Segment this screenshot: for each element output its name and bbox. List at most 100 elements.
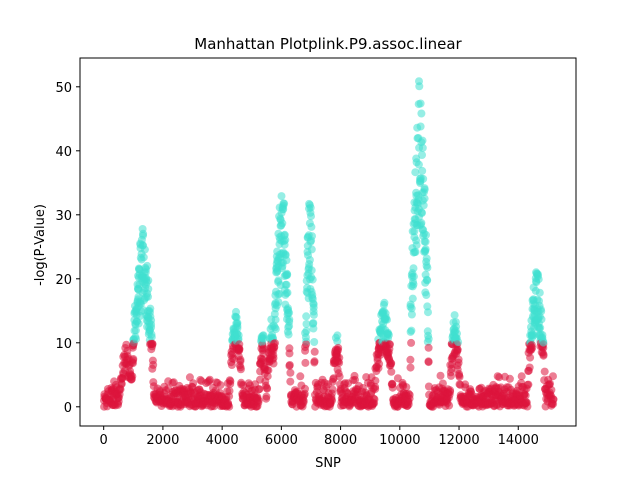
snp-point xyxy=(148,342,157,351)
snp-point xyxy=(285,317,294,326)
snp-point xyxy=(328,396,336,405)
snp-point xyxy=(454,358,463,367)
snp-point xyxy=(285,361,294,370)
snp-point xyxy=(146,308,154,317)
x-tick-label: 10000 xyxy=(379,433,420,448)
snp-point xyxy=(271,339,279,348)
snp-point xyxy=(271,325,280,334)
snp-point xyxy=(302,320,311,328)
snp-point xyxy=(269,359,278,368)
snp-point xyxy=(422,275,431,284)
snp-point xyxy=(380,298,389,307)
snp-point xyxy=(540,367,549,376)
snp-point xyxy=(415,77,423,86)
snp-point xyxy=(259,334,268,343)
snp-point xyxy=(189,379,198,388)
snp-point xyxy=(418,151,426,159)
snp-point xyxy=(307,222,316,231)
snp-point xyxy=(309,307,318,316)
snp-point xyxy=(281,235,290,244)
snp-point xyxy=(254,396,263,405)
snp-point xyxy=(422,230,430,239)
snp-point xyxy=(300,389,309,398)
snp-point xyxy=(453,345,462,354)
snp-point xyxy=(423,263,432,272)
snp-point xyxy=(308,232,316,241)
snp-point xyxy=(410,227,419,236)
snp-point xyxy=(446,387,455,396)
snp-point xyxy=(143,261,152,270)
snp-point xyxy=(302,340,311,349)
snp-point xyxy=(255,385,264,394)
snp-point xyxy=(387,367,396,376)
snp-point xyxy=(424,334,433,343)
snp-point xyxy=(301,358,310,367)
snp-point xyxy=(445,401,454,410)
snp-point xyxy=(140,245,149,254)
snp-point xyxy=(419,174,428,183)
snp-point xyxy=(271,315,280,324)
snp-point xyxy=(131,326,140,335)
snp-point xyxy=(185,373,194,382)
snp-point xyxy=(525,363,534,372)
snp-point xyxy=(409,264,418,273)
snp-point xyxy=(310,358,319,367)
snp-point xyxy=(416,122,425,131)
chart-title: Manhattan Plotplink.P9.assoc.linear xyxy=(194,35,462,53)
snp-point xyxy=(334,343,343,352)
snp-point xyxy=(279,199,288,208)
snp-point xyxy=(450,311,459,320)
snp-point xyxy=(147,320,156,329)
snp-point xyxy=(226,380,235,388)
snp-point xyxy=(407,338,416,347)
snp-point xyxy=(534,275,543,284)
snp-point xyxy=(536,323,545,332)
y-tick-label: 30 xyxy=(55,209,72,224)
snp-point xyxy=(524,380,533,389)
snp-point xyxy=(383,315,391,324)
y-tick-label: 50 xyxy=(55,81,72,96)
snp-point xyxy=(453,329,461,338)
snp-point xyxy=(328,385,337,394)
snp-point xyxy=(144,285,153,293)
snp-point xyxy=(302,327,311,336)
snp-point xyxy=(282,256,291,265)
snp-point xyxy=(418,166,427,175)
snp-point xyxy=(144,292,152,301)
snp-point xyxy=(335,358,344,367)
snp-point xyxy=(412,241,421,250)
snp-point xyxy=(144,276,153,285)
snp-point xyxy=(411,248,420,256)
y-tick-label: 0 xyxy=(64,401,72,416)
snp-point xyxy=(546,379,554,388)
snp-point xyxy=(535,288,544,297)
snp-point xyxy=(424,343,433,352)
snp-point xyxy=(283,269,291,278)
snp-point xyxy=(309,319,318,327)
x-tick-label: 0 xyxy=(100,433,108,448)
snp-point xyxy=(301,333,310,342)
snp-point xyxy=(232,307,240,316)
snp-point xyxy=(128,372,137,381)
snp-point xyxy=(526,353,535,362)
snp-point xyxy=(302,312,311,321)
snp-point xyxy=(528,343,537,352)
snp-point xyxy=(134,319,143,328)
snp-point xyxy=(537,315,546,324)
x-tick-label: 6000 xyxy=(265,433,298,448)
snp-point xyxy=(149,360,158,369)
snp-point xyxy=(438,379,447,388)
snp-point xyxy=(423,302,432,311)
snp-point xyxy=(335,372,344,381)
snp-point xyxy=(216,381,225,390)
y-axis-label: -log(P-Value) xyxy=(33,204,48,286)
snp-point xyxy=(387,359,396,368)
snp-point xyxy=(129,355,138,363)
snp-point xyxy=(139,253,148,262)
snp-point xyxy=(274,298,283,306)
points-layer xyxy=(100,77,558,411)
x-tick-label: 4000 xyxy=(206,433,239,448)
snp-point xyxy=(455,372,464,381)
snp-point xyxy=(536,305,545,314)
snp-point xyxy=(386,340,394,349)
